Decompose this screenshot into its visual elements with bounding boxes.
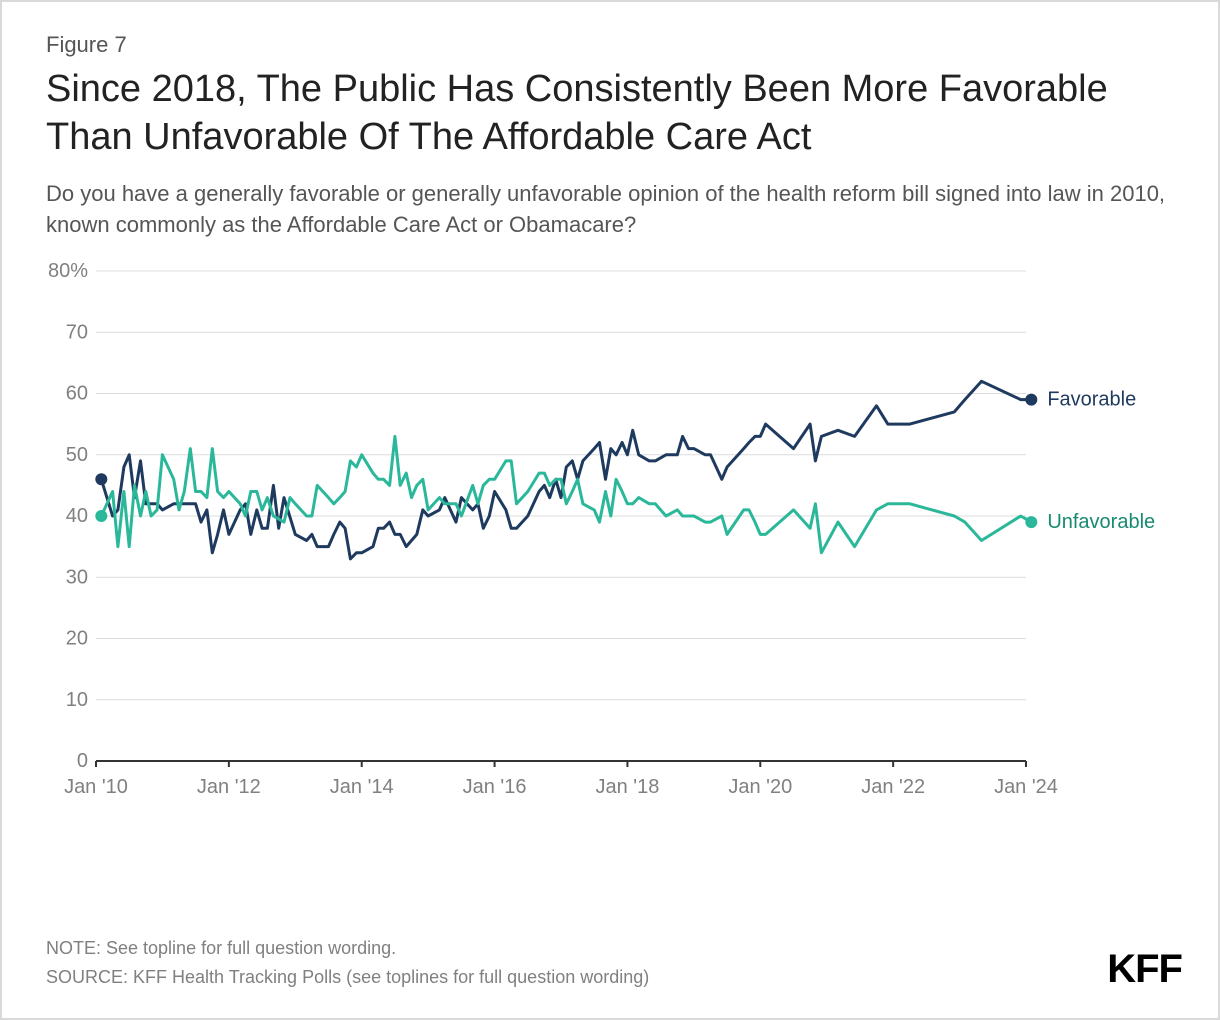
x-tick-label: Jan '20 (728, 776, 792, 798)
y-tick-label: 70 (66, 321, 88, 343)
series-label-unfavorable: Unfavorable (1047, 511, 1155, 533)
chart-area: 0 10 20 30 40 50 60 70 80% Jan '10 Jan '12 Jan '14 J… (46, 261, 1182, 821)
source-text: SOURCE: KFF Health Tracking Polls (see t… (46, 963, 649, 992)
x-tick-label: Jan '18 (595, 776, 659, 798)
series-line-unfavorable (101, 436, 1031, 552)
chart-title: Since 2018, The Public Has Consistently … (46, 66, 1146, 161)
y-tick-label: 0 (77, 750, 88, 772)
x-tick-label: Jan '12 (197, 776, 261, 798)
x-tick-label: Jan '14 (330, 776, 394, 798)
figure-footer: NOTE: See topline for full question word… (46, 934, 1182, 992)
figure-frame: Figure 7 Since 2018, The Public Has Cons… (0, 0, 1220, 1020)
y-tick-label: 50 (66, 443, 88, 465)
figure-number: Figure 7 (46, 32, 1182, 58)
x-tick-label: Jan '10 (64, 776, 128, 798)
x-tick-label: Jan '22 (861, 776, 925, 798)
y-tick-label: 20 (66, 627, 88, 649)
x-tick-label: Jan '16 (463, 776, 527, 798)
series-end-marker (1025, 393, 1037, 405)
series-label-favorable: Favorable (1047, 388, 1136, 410)
series-start-marker (95, 473, 107, 485)
y-tick-label: 80% (48, 261, 88, 282)
series-line-favorable (101, 381, 1031, 559)
y-tick-label: 40 (66, 505, 88, 527)
footnotes: NOTE: See topline for full question word… (46, 934, 649, 992)
series-start-marker (95, 510, 107, 522)
chart-subtitle: Do you have a generally favorable or gen… (46, 179, 1166, 241)
y-tick-label: 10 (66, 688, 88, 710)
y-tick-label: 60 (66, 382, 88, 404)
brand-logo: KFF (1107, 947, 1182, 992)
x-tick-label: Jan '24 (994, 776, 1058, 798)
y-tick-label: 30 (66, 566, 88, 588)
note-text: NOTE: See topline for full question word… (46, 934, 649, 963)
line-chart: 0 10 20 30 40 50 60 70 80% Jan '10 Jan '12 Jan '14 J… (46, 261, 1176, 821)
series-end-marker (1025, 516, 1037, 528)
